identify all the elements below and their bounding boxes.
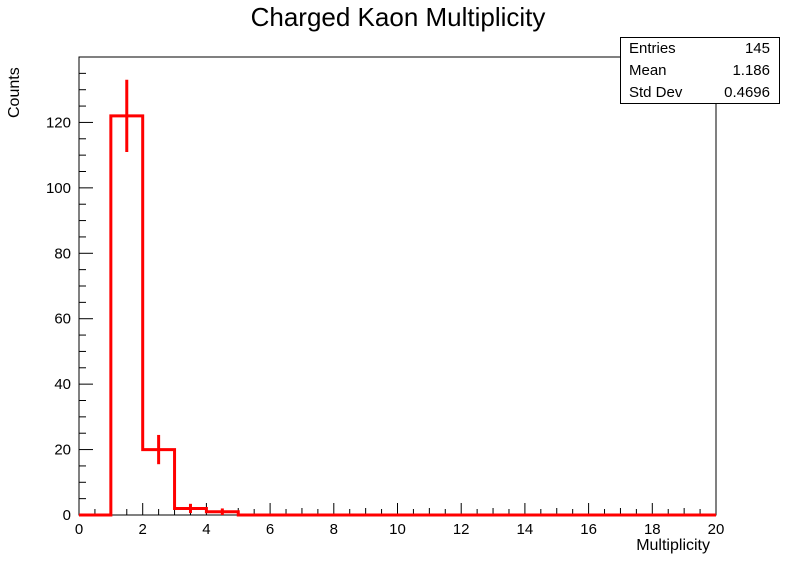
x-tick-label: 12 xyxy=(453,521,470,538)
x-tick-label: 14 xyxy=(517,521,534,538)
x-axis-label: Multiplicity xyxy=(636,537,710,554)
x-tick-label: 4 xyxy=(202,521,210,538)
y-tick-label: 0 xyxy=(63,507,71,524)
stats-stddev-label: Std Dev xyxy=(629,84,683,101)
stats-mean-label: Mean xyxy=(629,62,667,79)
x-tick-label: 16 xyxy=(580,521,597,538)
stats-mean-value: 1.186 xyxy=(732,62,770,79)
stats-entries-value: 145 xyxy=(744,40,770,57)
y-axis-label: Counts xyxy=(6,67,23,118)
stats-entries-label: Entries xyxy=(629,40,676,57)
x-tick-label: 2 xyxy=(139,521,147,538)
y-tick-label: 120 xyxy=(46,114,71,131)
chart-title: Charged Kaon Multiplicity xyxy=(250,2,546,32)
x-tick-label: 18 xyxy=(644,521,661,538)
plot-frame xyxy=(78,56,717,516)
stats-stddev-value: 0.4696 xyxy=(724,84,770,101)
y-tick-label: 40 xyxy=(54,376,71,393)
stats-row-entries: Entries 145 xyxy=(621,38,779,60)
histogram-outline xyxy=(79,114,716,517)
y-tick-label: 20 xyxy=(54,442,71,459)
x-tick-label: 10 xyxy=(389,521,406,538)
y-tick-label: 80 xyxy=(54,245,71,262)
x-tick-label: 6 xyxy=(266,521,274,538)
stats-box: Entries 145 Mean 1.186 Std Dev 0.4696 xyxy=(620,37,780,104)
x-tick-label: 0 xyxy=(75,521,83,538)
stats-row-mean: Mean 1.186 xyxy=(621,60,779,82)
x-tick-label: 20 xyxy=(708,521,725,538)
stats-row-stddev: Std Dev 0.4696 xyxy=(621,82,779,104)
x-tick-label: 8 xyxy=(330,521,338,538)
y-tick-label: 60 xyxy=(54,311,71,328)
y-tick-label: 100 xyxy=(46,180,71,197)
